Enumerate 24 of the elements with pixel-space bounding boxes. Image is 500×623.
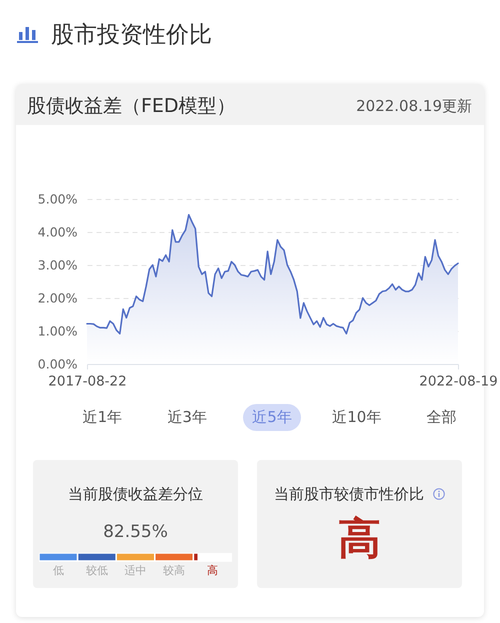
y-tick-label: 1.00%: [38, 324, 78, 338]
series-label: 低: [52, 564, 64, 577]
x-tick-label: 2017-08-22: [48, 374, 127, 390]
range-button[interactable]: 近10年: [323, 404, 390, 431]
series-label: 较低: [86, 564, 108, 577]
range-button[interactable]: 近3年: [158, 404, 216, 431]
text: 82.55%: [102, 521, 169, 543]
x-tick-label: 2022-08-19: [419, 374, 498, 390]
y-tick-label: 3.00%: [38, 258, 78, 272]
range-button[interactable]: 近1年: [74, 404, 132, 431]
text: 高: [337, 513, 382, 565]
range-button[interactable]: 全部: [418, 404, 466, 431]
y-tick-label: 2.00%: [38, 290, 78, 306]
text: 2022.08.19更新: [356, 96, 472, 116]
series-label: 较高: [163, 564, 186, 577]
chart-title: 当前股债收益差分位: [68, 484, 203, 505]
series-label: 适中: [124, 564, 146, 577]
text: 当前股市较债市性价比: [274, 484, 424, 505]
chart-subtitle: 股债收益差（FED模型）: [27, 94, 236, 118]
series-label: 高: [207, 564, 218, 577]
chart-title: 股市投资性价比: [51, 21, 212, 50]
y-tick-label: 5.00%: [38, 192, 78, 206]
y-tick-label: 4.00%: [38, 224, 78, 240]
y-tick-label: 0.00%: [38, 356, 78, 372]
